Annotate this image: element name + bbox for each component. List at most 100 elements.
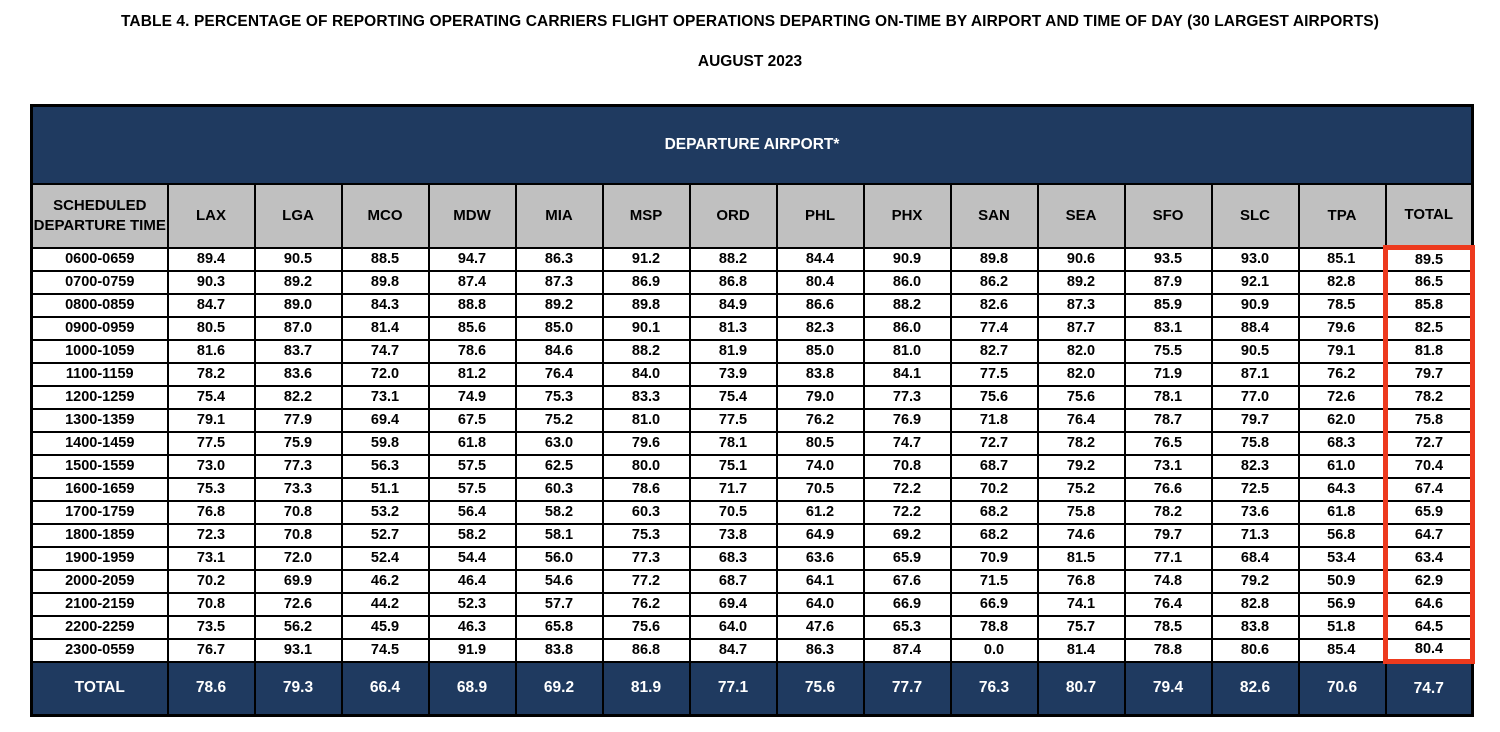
time-cell: 1100-1159 bbox=[30, 361, 169, 387]
value-cell: 70.8 bbox=[253, 499, 343, 525]
value-cell: 87.3 bbox=[514, 269, 604, 295]
value-cell: 44.2 bbox=[340, 591, 430, 617]
value-cell: 53.2 bbox=[340, 499, 430, 525]
value-cell: 54.4 bbox=[427, 545, 517, 571]
value-cell: 46.3 bbox=[427, 614, 517, 640]
value-cell: 83.8 bbox=[775, 361, 865, 387]
value-cell: 90.5 bbox=[1210, 338, 1300, 364]
value-cell: 87.9 bbox=[1123, 269, 1213, 295]
time-cell: 1600-1659 bbox=[30, 476, 169, 502]
column-header-mco: MCO bbox=[340, 182, 430, 249]
value-cell: 53.4 bbox=[1297, 545, 1387, 571]
value-cell: 82.6 bbox=[949, 292, 1039, 318]
value-cell: 83.6 bbox=[253, 361, 343, 387]
data-row: 1800-1859 72.3 70.8 52.7 58.2 58.1 75.3 73.8 64.… bbox=[30, 522, 1475, 548]
value-cell: 73.5 bbox=[166, 614, 256, 640]
value-cell: 74.9 bbox=[427, 384, 517, 410]
value-cell: 74.1 bbox=[1036, 591, 1126, 617]
value-cell: 88.2 bbox=[862, 292, 952, 318]
value-cell: 56.8 bbox=[1297, 522, 1387, 548]
value-cell: 52.3 bbox=[427, 591, 517, 617]
column-header-ord: ORD bbox=[688, 182, 778, 249]
value-cell: 71.5 bbox=[949, 568, 1039, 594]
value-cell: 78.8 bbox=[949, 614, 1039, 640]
value-cell: 82.8 bbox=[1297, 269, 1387, 295]
value-cell: 68.2 bbox=[949, 522, 1039, 548]
value-cell: 74.5 bbox=[340, 637, 430, 663]
value-cell: 83.1 bbox=[1123, 315, 1213, 341]
value-cell: 86.3 bbox=[514, 246, 604, 272]
value-cell: 74.7 bbox=[862, 430, 952, 456]
value-cell: 56.9 bbox=[1297, 591, 1387, 617]
value-cell: 84.4 bbox=[775, 246, 865, 272]
time-cell: 2000-2059 bbox=[30, 568, 169, 594]
page-subtitle: AUGUST 2023 bbox=[697, 53, 803, 70]
total-value-cell: 85.8 bbox=[1383, 292, 1475, 318]
grand-total-cell: 79.3 bbox=[253, 660, 343, 717]
value-cell: 77.1 bbox=[1123, 545, 1213, 571]
value-cell: 89.0 bbox=[253, 292, 343, 318]
value-cell: 65.8 bbox=[514, 614, 604, 640]
value-cell: 81.4 bbox=[340, 315, 430, 341]
value-cell: 83.3 bbox=[601, 384, 691, 410]
value-cell: 86.2 bbox=[949, 269, 1039, 295]
time-cell: 2100-2159 bbox=[30, 591, 169, 617]
value-cell: 57.5 bbox=[427, 476, 517, 502]
value-cell: 90.5 bbox=[253, 246, 343, 272]
value-cell: 90.1 bbox=[601, 315, 691, 341]
value-cell: 79.7 bbox=[1123, 522, 1213, 548]
total-value-cell: 70.4 bbox=[1383, 453, 1475, 479]
total-value-cell: 86.5 bbox=[1383, 269, 1475, 295]
value-cell: 70.8 bbox=[862, 453, 952, 479]
grand-total-cell: 68.9 bbox=[427, 660, 517, 717]
column-header-tpa: TPA bbox=[1297, 182, 1387, 249]
value-cell: 80.6 bbox=[1210, 637, 1300, 663]
value-cell: 86.8 bbox=[688, 269, 778, 295]
value-cell: 87.4 bbox=[427, 269, 517, 295]
value-cell: 81.5 bbox=[1036, 545, 1126, 571]
value-cell: 73.9 bbox=[688, 361, 778, 387]
data-row: 1900-1959 73.1 72.0 52.4 54.4 56.0 77.3 68.3 63.… bbox=[30, 545, 1475, 571]
value-cell: 74.6 bbox=[1036, 522, 1126, 548]
value-cell: 79.6 bbox=[1297, 315, 1387, 341]
value-cell: 66.9 bbox=[949, 591, 1039, 617]
value-cell: 51.8 bbox=[1297, 614, 1387, 640]
value-cell: 71.9 bbox=[1123, 361, 1213, 387]
value-cell: 65.3 bbox=[862, 614, 952, 640]
total-value-cell: 64.5 bbox=[1383, 614, 1475, 640]
value-cell: 75.4 bbox=[688, 384, 778, 410]
value-cell: 61.2 bbox=[775, 499, 865, 525]
value-cell: 61.0 bbox=[1297, 453, 1387, 479]
value-cell: 72.7 bbox=[949, 430, 1039, 456]
value-cell: 60.3 bbox=[601, 499, 691, 525]
value-cell: 77.3 bbox=[601, 545, 691, 571]
value-cell: 64.1 bbox=[775, 568, 865, 594]
value-cell: 90.6 bbox=[1036, 246, 1126, 272]
value-cell: 68.2 bbox=[949, 499, 1039, 525]
data-row: 2100-2159 70.8 72.6 44.2 52.3 57.7 76.2 69.4 64.… bbox=[30, 591, 1475, 617]
value-cell: 75.9 bbox=[253, 430, 343, 456]
value-cell: 81.2 bbox=[427, 361, 517, 387]
value-cell: 79.2 bbox=[1036, 453, 1126, 479]
value-cell: 79.6 bbox=[601, 430, 691, 456]
value-cell: 73.1 bbox=[1123, 453, 1213, 479]
value-cell: 57.5 bbox=[427, 453, 517, 479]
value-cell: 75.6 bbox=[949, 384, 1039, 410]
value-cell: 61.8 bbox=[427, 430, 517, 456]
value-cell: 86.8 bbox=[601, 637, 691, 663]
value-cell: 70.5 bbox=[775, 476, 865, 502]
time-cell: 0900-0959 bbox=[30, 315, 169, 341]
value-cell: 71.7 bbox=[688, 476, 778, 502]
value-cell: 85.0 bbox=[514, 315, 604, 341]
grand-total-cell: 80.7 bbox=[1036, 660, 1126, 717]
data-row: 1100-1159 78.2 83.6 72.0 81.2 76.4 84.0 73.9 83.… bbox=[30, 361, 1475, 387]
column-header-phx: PHX bbox=[862, 182, 952, 249]
value-cell: 85.0 bbox=[775, 338, 865, 364]
value-cell: 70.9 bbox=[949, 545, 1039, 571]
value-cell: 70.8 bbox=[253, 522, 343, 548]
value-cell: 76.2 bbox=[601, 591, 691, 617]
column-header-mia: MIA bbox=[514, 182, 604, 249]
grand-total-cell: 78.6 bbox=[166, 660, 256, 717]
value-cell: 68.7 bbox=[949, 453, 1039, 479]
value-cell: 85.6 bbox=[427, 315, 517, 341]
